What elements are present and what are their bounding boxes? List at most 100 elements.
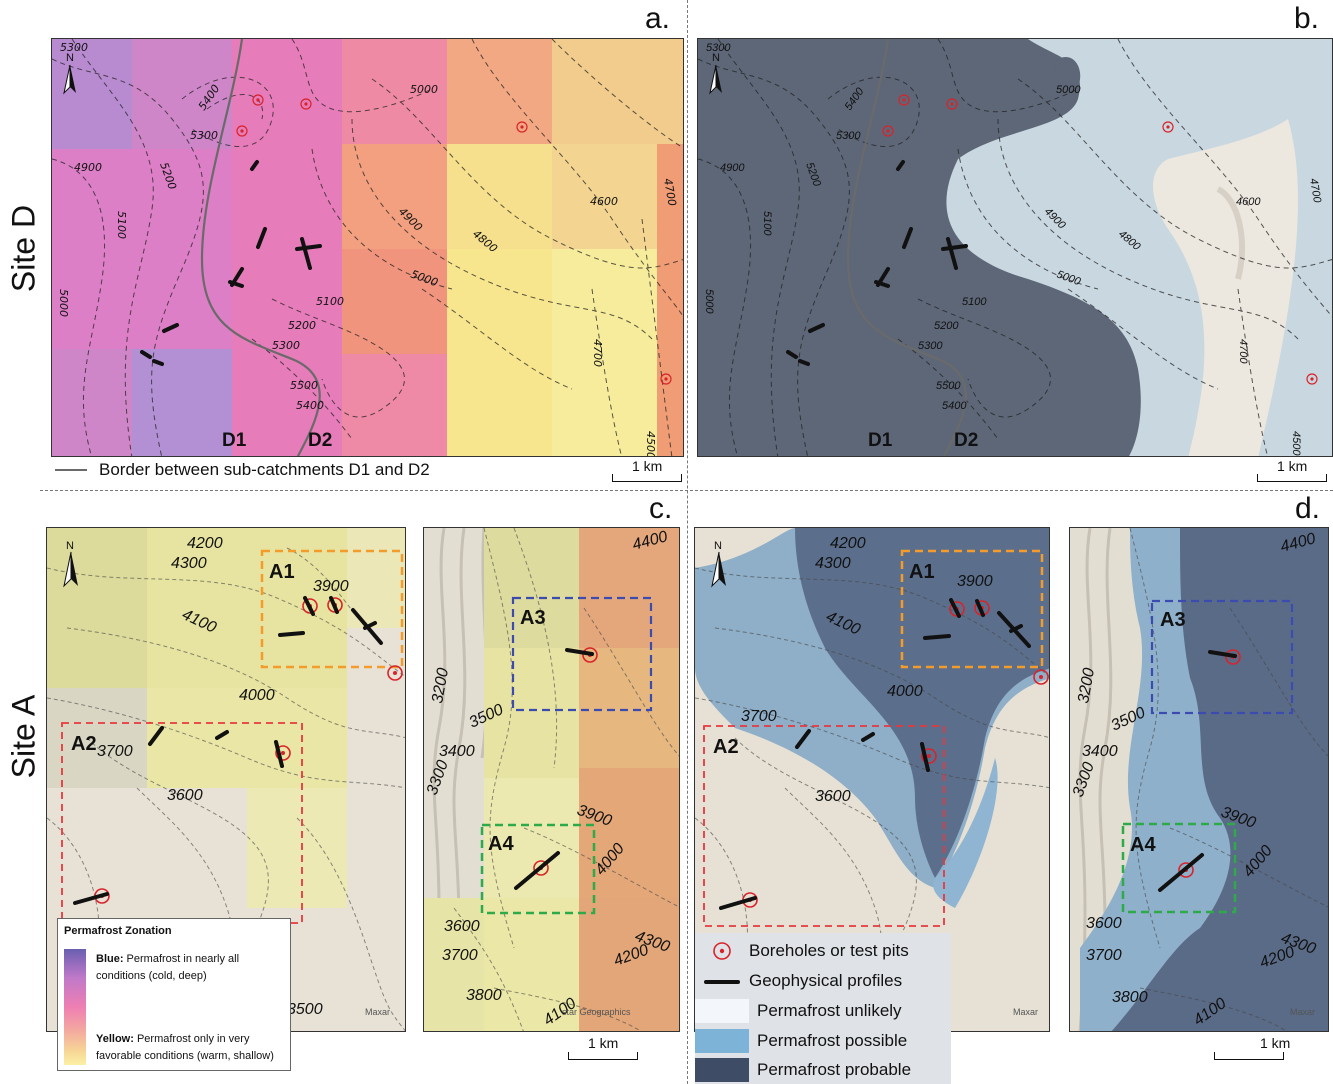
contour-label: 5100: [316, 295, 344, 308]
site-a-label: Site A: [5, 694, 42, 779]
svg-text:N: N: [712, 52, 720, 64]
legend-label-possible: Permafrost possible: [757, 1031, 908, 1050]
legend-label-profiles: Geophysical profiles: [749, 971, 903, 990]
scalebar: [1257, 474, 1327, 482]
legend-label-unlikely: Permafrost unlikely: [757, 1001, 902, 1020]
contour-label: 3900: [313, 578, 349, 595]
legend-row-probable: Permafrost probable: [695, 1058, 911, 1082]
svg-text:N: N: [66, 540, 74, 552]
contour-label: 3200: [429, 667, 452, 705]
permafrost-zonation-legend: Permafrost Zonation Blue: Permafrost in …: [57, 918, 291, 1071]
contour-label: 3700: [97, 743, 133, 760]
map-site-d-zonation[interactable]: 5300 5400 5300 5000 4900 5200 5100 5000 …: [51, 38, 684, 457]
legend-label-boreholes: Boreholes or test pits: [749, 941, 909, 960]
contour-label: 3900: [957, 573, 993, 590]
scalebar-label: 1 km: [1260, 1035, 1291, 1051]
north-arrow-icon: N: [711, 540, 726, 588]
panel-label-c: c.: [649, 492, 673, 525]
contour-label: 5400: [942, 400, 967, 412]
north-arrow-icon: N: [63, 540, 78, 588]
legend-yellow-desc: Permafrost only in very favorable condit…: [96, 1033, 274, 1063]
scalebar-label: 1 km: [588, 1035, 619, 1051]
attribution-label: star Geographics: [562, 1007, 631, 1017]
contour-label: 3600: [444, 918, 480, 935]
subcatchment-label-d1: D1: [222, 430, 247, 451]
legend-title: Permafrost Zonation: [64, 925, 172, 937]
zone-label-a1: A1: [269, 561, 295, 583]
map-site-a-zonation-east[interactable]: 4400 3200 3500 3400 3300 3900 4000 3600 …: [423, 527, 680, 1032]
contour-label: 5300: [60, 41, 88, 54]
panel-label-a: a.: [645, 2, 671, 35]
border-legend-label: Border between sub-catchments D1 and D2: [99, 460, 430, 479]
legend-label-probable: Permafrost probable: [757, 1060, 912, 1079]
contour-label: 4700: [1307, 177, 1323, 204]
vertical-divider: [687, 0, 688, 1084]
borehole-icon: [695, 939, 749, 963]
zone-label-a2: A2: [71, 733, 97, 755]
contour-label: 3600: [815, 788, 851, 805]
zone-label-a3: A3: [520, 607, 546, 629]
contour-label: 5400: [296, 399, 324, 412]
contour-label: 3700: [1086, 947, 1122, 964]
contour-label: 4600: [590, 195, 618, 208]
contour-label: 4900: [720, 162, 745, 174]
svg-text:N: N: [66, 52, 74, 64]
border-line-swatch: [55, 469, 87, 471]
map-site-a-zonation-west[interactable]: 4200 4300 3900 4100 4000 3700 3600 3500 …: [46, 527, 406, 1032]
contour-label: 4600: [1236, 196, 1261, 208]
contour-label: 4300: [171, 555, 207, 572]
contour-label: 3700: [442, 947, 478, 964]
contour-label: 4700: [1237, 339, 1249, 364]
map-site-a-classes-east[interactable]: 4400 3200 3500 3400 3300 3900 4000 3600 …: [1069, 527, 1329, 1032]
north-arrow-icon: N: [709, 52, 722, 95]
contour-label: 5100: [761, 211, 773, 236]
contour-label: 5500: [936, 380, 961, 392]
zone-label-a4: A4: [1130, 834, 1156, 856]
legend-blue-label: Blue:: [96, 953, 124, 965]
legend-yellow-text: Yellow: Permafrost only in very favorabl…: [96, 1031, 288, 1065]
contour-label: 4700: [591, 339, 604, 367]
contour-label: 5100: [115, 211, 128, 239]
contour-label: 4200: [187, 535, 223, 552]
legend-blue-desc: Permafrost in nearly all conditions (col…: [96, 953, 240, 983]
legend-yellow-label: Yellow:: [96, 1033, 134, 1045]
map-site-d-classes[interactable]: 5300 5400 5300 5000 4900 5200 5100 5000 …: [697, 38, 1333, 457]
contour-label: 3500: [287, 1001, 323, 1018]
contour-label: 4000: [239, 687, 275, 704]
contour-label: 3400: [1082, 743, 1118, 760]
zone-label-a1: A1: [909, 561, 935, 583]
zone-label-a4: A4: [488, 833, 514, 855]
scalebar: [1214, 1052, 1284, 1060]
zone-label-a3: A3: [1160, 609, 1186, 631]
contour-label: 5000: [703, 289, 715, 314]
subcatchment-label-d1: D1: [868, 430, 893, 451]
panel-label-d: d.: [1295, 492, 1321, 525]
horizontal-divider: [40, 490, 1333, 491]
contour-label: 5500: [290, 379, 318, 392]
legend-row-boreholes: Boreholes or test pits: [695, 939, 909, 963]
scalebar-label: 1 km: [1277, 458, 1308, 474]
subcatchment-border-legend: Border between sub-catchments D1 and D2: [55, 460, 430, 480]
possible-swatch: [695, 1029, 749, 1053]
legend-row-profiles: Geophysical profiles: [695, 969, 902, 993]
zone-label-a2: A2: [713, 736, 739, 758]
zonation-gradient-swatch: [64, 949, 86, 1065]
attribution-label: Maxar: [1013, 1007, 1038, 1017]
contour-label: 3800: [1112, 989, 1148, 1006]
subcatchment-label-d2: D2: [954, 430, 978, 451]
contour-label: 3800: [466, 987, 502, 1004]
profile-line-icon: [695, 969, 749, 993]
contour-label: 5100: [962, 296, 987, 308]
unlikely-swatch: [695, 999, 749, 1023]
contour-label: 4500: [644, 431, 657, 457]
contour-label: 4000: [887, 683, 923, 700]
contour-label: 5000: [57, 289, 70, 317]
legend-row-possible: Permafrost possible: [695, 1029, 907, 1053]
subcatchment-label-d2: D2: [308, 430, 332, 451]
contour-label: 5300: [272, 339, 300, 352]
scalebar-label: 1 km: [632, 458, 663, 474]
contour-label: 5000: [410, 83, 438, 96]
scalebar: [612, 474, 682, 482]
scalebar: [568, 1052, 638, 1060]
contour-label: 3200: [1075, 667, 1098, 705]
